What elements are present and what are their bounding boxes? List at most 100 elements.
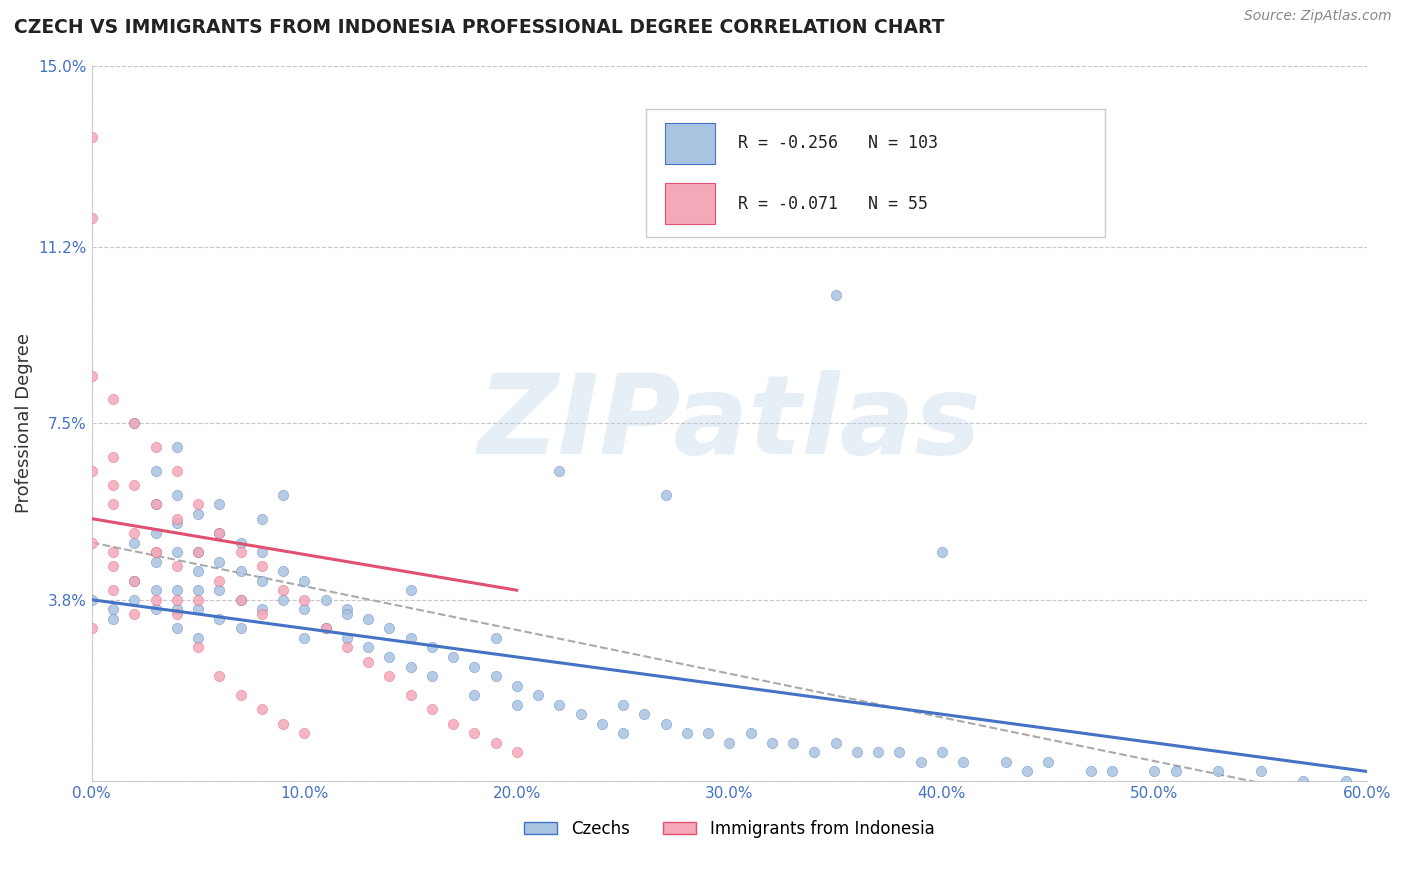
Point — [80, 621, 103, 635]
Point — [166, 602, 188, 616]
Point — [166, 583, 188, 598]
Point — [336, 640, 359, 655]
Point — [101, 602, 124, 616]
Point — [1101, 764, 1123, 779]
Point — [336, 631, 359, 645]
Point — [187, 592, 209, 607]
Point — [101, 545, 124, 559]
Point — [420, 669, 443, 683]
Point — [80, 130, 103, 145]
Point — [187, 497, 209, 511]
Point — [357, 640, 380, 655]
Point — [124, 478, 146, 492]
Point — [292, 574, 315, 588]
Point — [866, 745, 889, 759]
Point — [101, 612, 124, 626]
Text: ZIPatlas: ZIPatlas — [478, 370, 981, 477]
Point — [187, 545, 209, 559]
Point — [80, 464, 103, 478]
Point — [145, 545, 167, 559]
Point — [166, 545, 188, 559]
Point — [1036, 755, 1059, 769]
Point — [101, 559, 124, 574]
Point — [187, 631, 209, 645]
Point — [484, 669, 506, 683]
Point — [591, 716, 613, 731]
Point — [994, 755, 1017, 769]
Point — [399, 688, 422, 702]
Point — [1206, 764, 1229, 779]
Point — [166, 607, 188, 621]
Point — [101, 478, 124, 492]
Y-axis label: Professional Degree: Professional Degree — [15, 334, 32, 513]
Point — [1080, 764, 1102, 779]
Point — [124, 417, 146, 431]
Point — [208, 526, 231, 541]
Point — [399, 659, 422, 673]
Point — [378, 669, 401, 683]
Point — [250, 702, 273, 716]
Point — [845, 745, 868, 759]
Point — [463, 726, 485, 740]
Point — [101, 392, 124, 407]
Point — [250, 545, 273, 559]
Legend: Czechs, Immigrants from Indonesia: Czechs, Immigrants from Indonesia — [517, 813, 941, 844]
Point — [166, 511, 188, 525]
Point — [399, 631, 422, 645]
Point — [889, 745, 911, 759]
Point — [187, 564, 209, 578]
Point — [441, 716, 464, 731]
Point — [357, 655, 380, 669]
Point — [803, 745, 825, 759]
Point — [250, 602, 273, 616]
Point — [101, 497, 124, 511]
Point — [931, 545, 953, 559]
Point — [548, 698, 571, 712]
Point — [271, 592, 294, 607]
Point — [378, 650, 401, 665]
Point — [952, 755, 974, 769]
Point — [612, 726, 634, 740]
Point — [166, 440, 188, 454]
Point — [761, 736, 783, 750]
Point — [292, 592, 315, 607]
Point — [145, 592, 167, 607]
Point — [166, 516, 188, 531]
Point — [208, 612, 231, 626]
Point — [292, 726, 315, 740]
Point — [271, 564, 294, 578]
Point — [145, 440, 167, 454]
Point — [569, 707, 592, 722]
Point — [1015, 764, 1038, 779]
Point — [101, 450, 124, 464]
Point — [271, 716, 294, 731]
Point — [527, 688, 550, 702]
Point — [229, 535, 252, 549]
Point — [1292, 774, 1315, 789]
Point — [292, 602, 315, 616]
Point — [229, 564, 252, 578]
Point — [124, 592, 146, 607]
Point — [145, 583, 167, 598]
Point — [145, 526, 167, 541]
Point — [80, 368, 103, 383]
Point — [484, 736, 506, 750]
Point — [250, 559, 273, 574]
Point — [166, 621, 188, 635]
Point — [633, 707, 655, 722]
Point — [654, 488, 676, 502]
Point — [124, 417, 146, 431]
Point — [420, 702, 443, 716]
Point — [463, 688, 485, 702]
Point — [166, 488, 188, 502]
Point — [271, 488, 294, 502]
Point — [229, 592, 252, 607]
Point — [315, 621, 337, 635]
Text: CZECH VS IMMIGRANTS FROM INDONESIA PROFESSIONAL DEGREE CORRELATION CHART: CZECH VS IMMIGRANTS FROM INDONESIA PROFE… — [14, 18, 945, 37]
Point — [336, 607, 359, 621]
Point — [124, 574, 146, 588]
Point — [187, 507, 209, 521]
Point — [145, 555, 167, 569]
Point — [80, 592, 103, 607]
Point — [208, 574, 231, 588]
